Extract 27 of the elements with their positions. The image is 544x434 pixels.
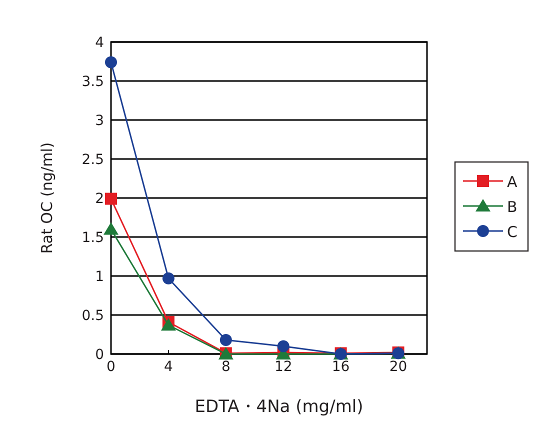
- point: [105, 56, 117, 68]
- y-tick-label: 1.5: [82, 230, 104, 246]
- y-tick-label: 4: [95, 35, 104, 51]
- point: [277, 340, 290, 352]
- y-tick-label: 2: [95, 191, 104, 207]
- point: [104, 222, 118, 235]
- point: [105, 192, 117, 205]
- y-tick-label: 1: [95, 269, 104, 285]
- legend-label: A: [507, 173, 518, 191]
- x-axis-title: EDTA・4Na (mg/ml): [194, 397, 364, 417]
- point: [160, 318, 176, 331]
- x-tick-label: 20: [389, 359, 408, 375]
- legend-label: C: [507, 223, 518, 241]
- x-tick-label: 8: [221, 359, 230, 375]
- x-tick-label: 0: [106, 359, 116, 375]
- point: [162, 272, 174, 284]
- y-tick-label: 2.5: [82, 152, 104, 168]
- point: [220, 334, 232, 346]
- y-tick-label: 3: [95, 113, 104, 129]
- y-tick-label: 3.5: [82, 74, 104, 90]
- x-tick-label: 16: [332, 359, 350, 375]
- y-tick-label: 0.5: [82, 308, 104, 324]
- x-tick-label: 12: [274, 359, 292, 375]
- legend-label: B: [507, 198, 518, 216]
- y-tick-label: 0: [95, 347, 104, 363]
- y-axis-title: Rat OC (ng/ml): [38, 142, 56, 254]
- x-tick-label: 4: [164, 359, 173, 375]
